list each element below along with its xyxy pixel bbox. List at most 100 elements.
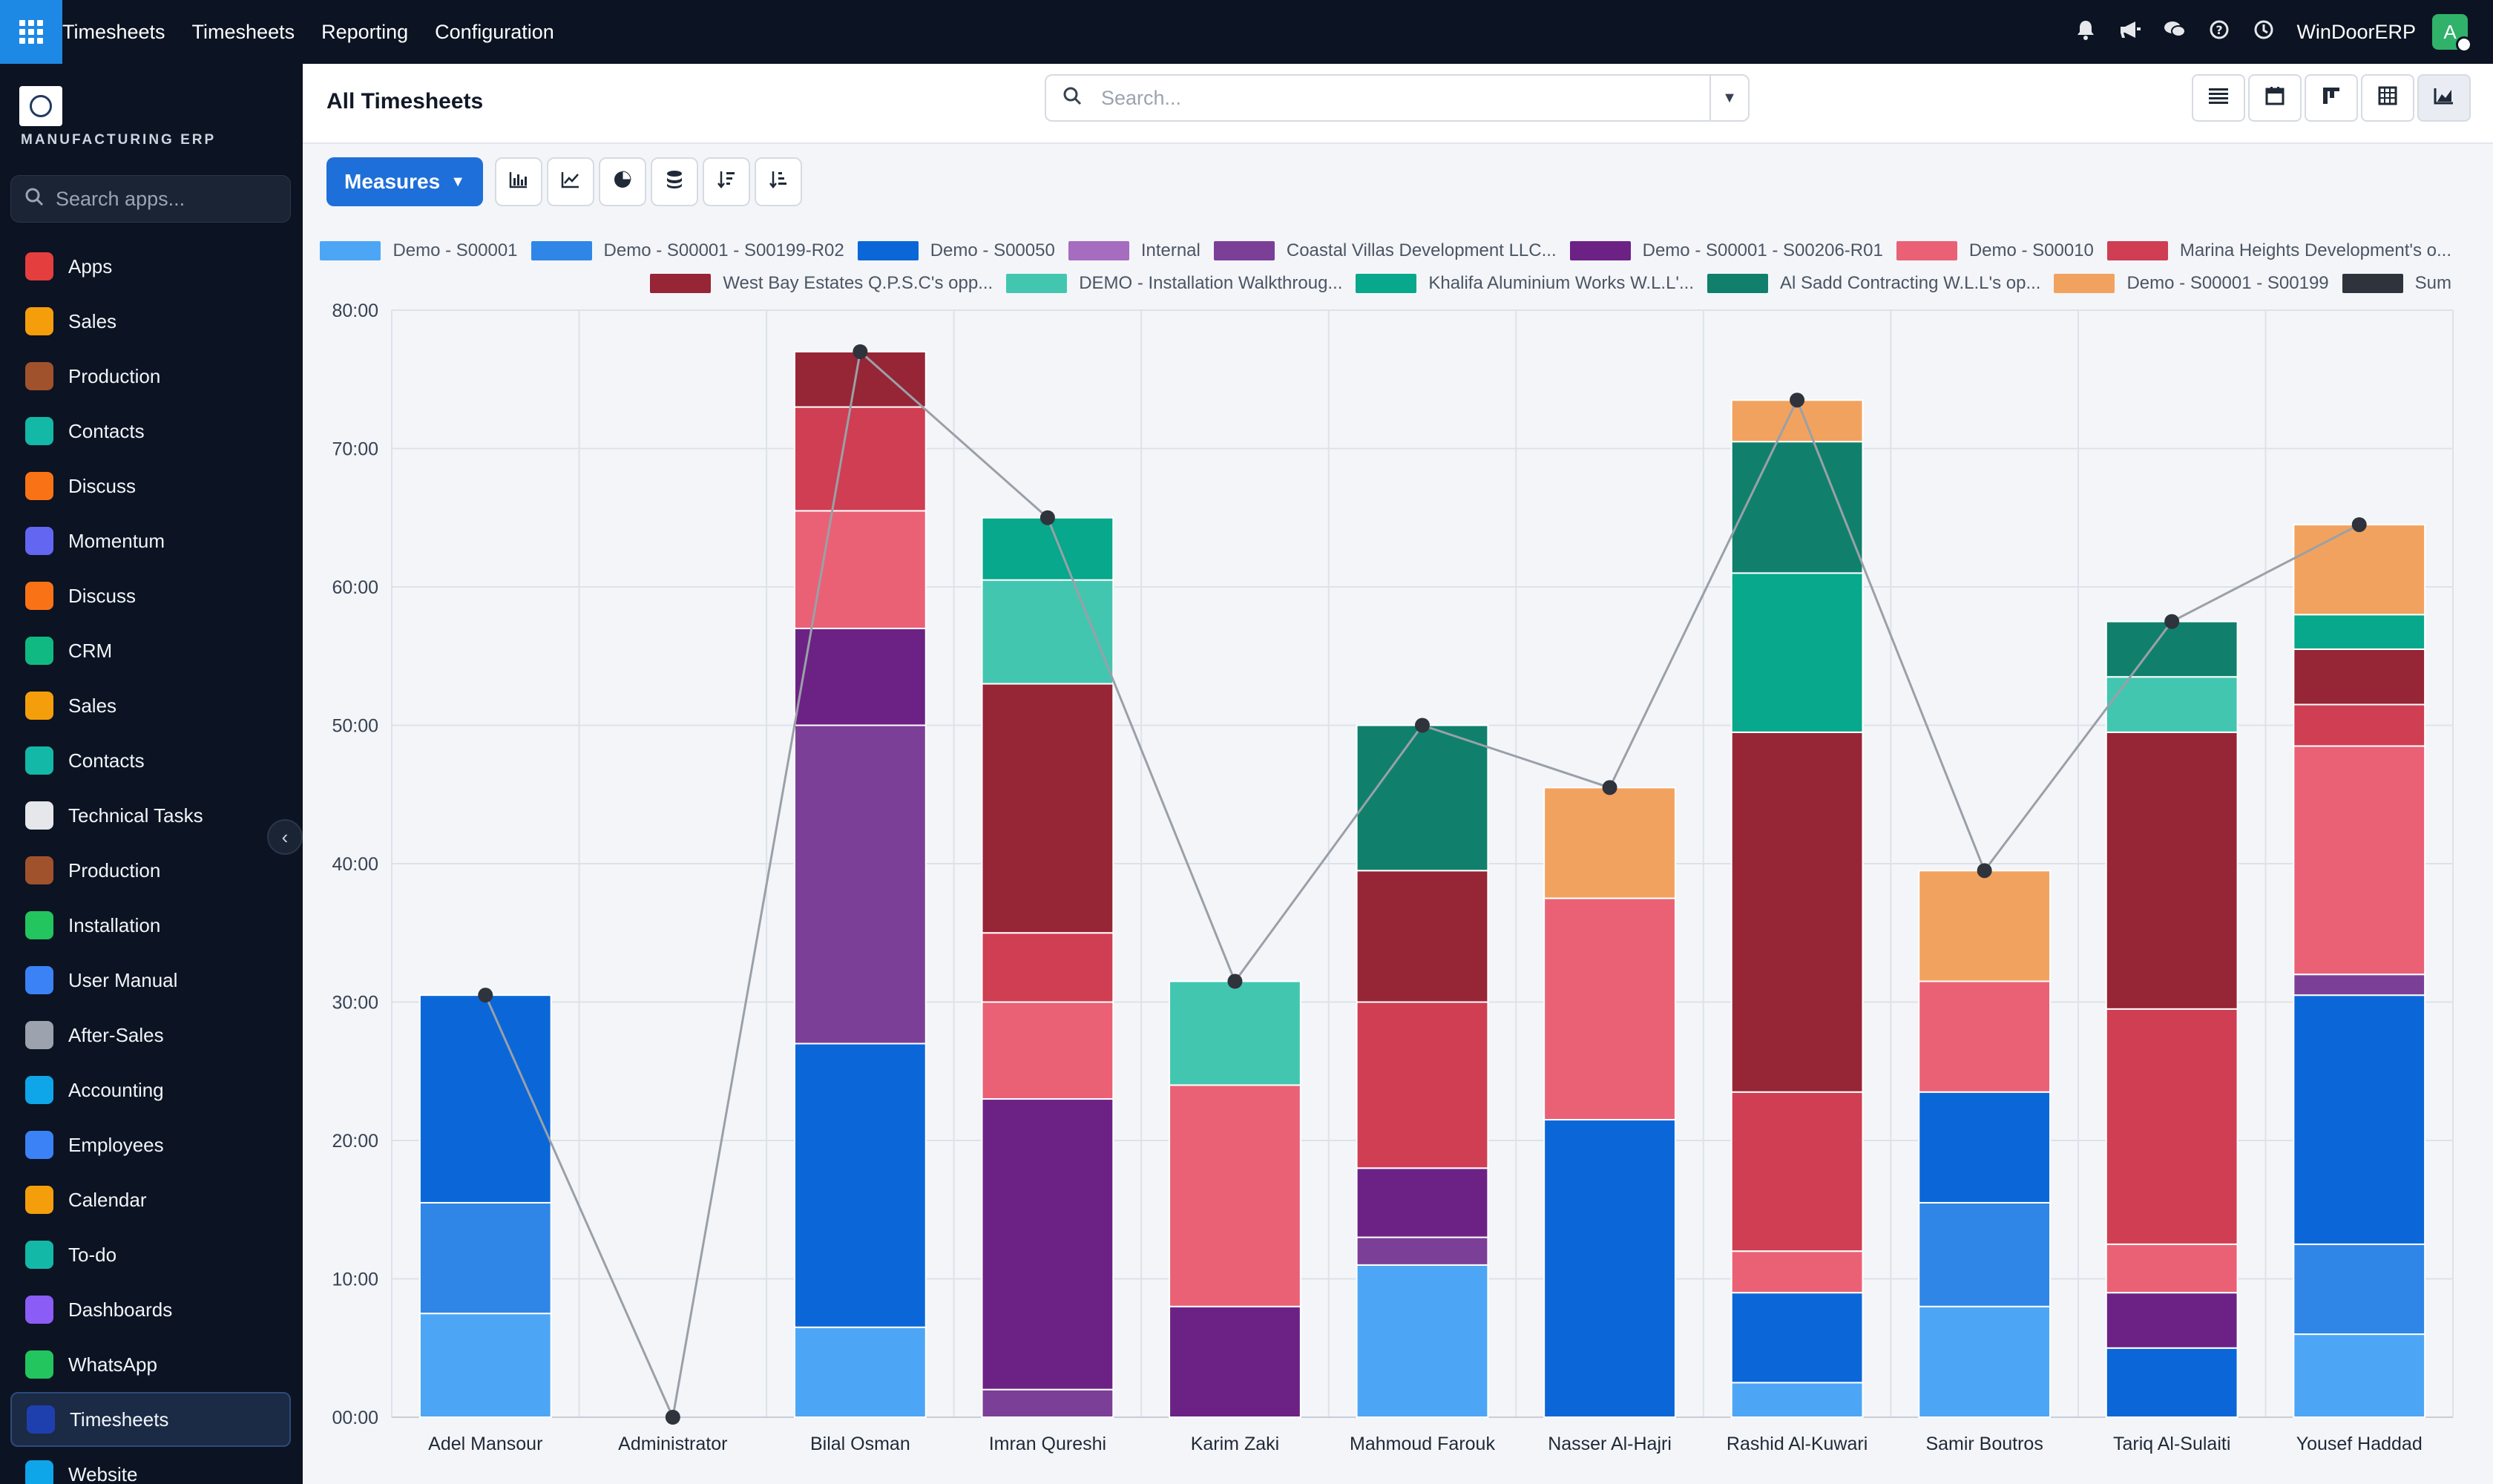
bar-segment[interactable] — [1730, 1292, 1864, 1384]
legend-item[interactable]: Marina Heights Development's o... — [2106, 240, 2451, 261]
sum-point[interactable] — [478, 988, 493, 1003]
search-bar[interactable]: Search... ▼ — [1045, 74, 1750, 122]
sidebar-item-technical-tasks[interactable]: Technical Tasks — [10, 788, 291, 843]
kanban-view-button[interactable] — [2305, 74, 2358, 122]
bar-segment[interactable] — [1543, 1119, 1676, 1419]
legend-item[interactable]: Al Sadd Contracting W.L.L's op... — [1707, 273, 2040, 294]
legend-item[interactable]: Demo - S00001 - S00206-R01 — [1569, 240, 1883, 261]
bar-segment[interactable] — [1918, 870, 2052, 982]
bar-segment[interactable] — [1169, 1084, 1301, 1307]
bar-segment[interactable] — [2105, 676, 2239, 733]
sidebar-item-whatsapp[interactable]: WhatsApp — [10, 1337, 291, 1392]
legend-item[interactable]: Khalifa Aluminium Works W.L.L'... — [1356, 273, 1694, 294]
bar-segment[interactable] — [1730, 1091, 1864, 1252]
legend-item[interactable]: Demo - S00010 — [1896, 240, 2094, 261]
bar-segment[interactable] — [1356, 1264, 1489, 1418]
sidebar-item-accounting[interactable]: Accounting — [10, 1063, 291, 1117]
bar-segment[interactable] — [793, 350, 927, 408]
bar-segment[interactable] — [1918, 1201, 2052, 1307]
legend-item[interactable]: Demo - S00001 — [320, 240, 518, 261]
bar-segment[interactable] — [981, 683, 1114, 934]
sidebar-item-contacts[interactable]: Contacts — [10, 404, 291, 459]
measures-button[interactable]: Measures ▼ — [326, 157, 483, 206]
avatar[interactable]: A — [2432, 14, 2472, 53]
bar-segment[interactable] — [2293, 703, 2426, 747]
bar-segment[interactable] — [793, 1043, 927, 1328]
bar-segment[interactable] — [793, 724, 927, 1045]
bar-segment[interactable] — [793, 1326, 927, 1419]
sidebar-item-contacts[interactable]: Contacts — [10, 733, 291, 788]
clock-icon[interactable] — [2252, 20, 2276, 45]
legend-item[interactable]: Demo - S00050 — [857, 240, 1055, 261]
bar-segment[interactable] — [981, 1098, 1114, 1391]
pie-chart-button[interactable] — [598, 157, 646, 206]
megaphone-icon[interactable] — [2118, 20, 2142, 45]
list-view-button[interactable] — [2192, 74, 2245, 122]
legend-item[interactable]: Coastal Villas Development LLC... — [1213, 240, 1557, 261]
bar-segment[interactable] — [793, 510, 927, 629]
bar-segment[interactable] — [418, 1313, 552, 1418]
bar-segment[interactable] — [2293, 974, 2426, 997]
sidebar-item-timesheets[interactable]: Timesheets — [10, 1392, 291, 1447]
sidebar-item-to-do[interactable]: To-do — [10, 1227, 291, 1282]
bar-segment[interactable] — [2293, 648, 2426, 706]
bar-segment[interactable] — [981, 932, 1114, 1003]
bar-segment[interactable] — [1356, 1167, 1489, 1238]
sidebar-item-discuss[interactable]: Discuss — [10, 568, 291, 623]
stacked-button[interactable] — [650, 157, 698, 206]
legend-item[interactable]: DEMO - Installation Walkthroug... — [1006, 273, 1342, 294]
bar-segment[interactable] — [1730, 572, 1864, 733]
bar-segment[interactable] — [981, 516, 1114, 581]
bar-segment[interactable] — [1730, 1382, 1864, 1418]
sort-ascending-button[interactable] — [754, 157, 802, 206]
sort-descending-button[interactable] — [702, 157, 750, 206]
bar-segment[interactable] — [793, 627, 927, 726]
search-input[interactable]: Search... — [1101, 86, 1182, 109]
sum-point[interactable] — [1602, 780, 1617, 795]
bar-segment[interactable] — [1730, 1250, 1864, 1294]
legend-item[interactable]: Demo - S00001 - S00199-R02 — [531, 240, 844, 261]
sum-point[interactable] — [853, 344, 868, 359]
help-icon[interactable]: ? — [2207, 20, 2231, 45]
bar-segment[interactable] — [981, 1001, 1114, 1100]
bar-segment[interactable] — [1356, 724, 1489, 872]
bar-segment[interactable] — [2293, 745, 2426, 976]
sidebar-item-website[interactable]: Website — [10, 1447, 291, 1484]
bar-segment[interactable] — [2293, 1243, 2426, 1336]
bar-segment[interactable] — [2105, 620, 2239, 678]
apps-menu-button[interactable] — [0, 0, 62, 64]
bar-segment[interactable] — [981, 1388, 1114, 1418]
sum-point[interactable] — [1415, 718, 1430, 733]
sum-point[interactable] — [2351, 517, 2367, 533]
bar-segment[interactable] — [1730, 731, 1864, 1093]
bar-segment[interactable] — [1169, 1305, 1301, 1419]
sidebar-item-momentum[interactable]: Momentum — [10, 513, 291, 568]
pivot-view-button[interactable] — [2361, 74, 2414, 122]
bar-segment[interactable] — [1169, 980, 1301, 1086]
bar-chart-button[interactable] — [494, 157, 542, 206]
legend-item[interactable]: Internal — [1068, 240, 1200, 261]
app-search-input[interactable]: Search apps... — [10, 175, 291, 223]
bar-segment[interactable] — [1918, 1305, 2052, 1419]
bar-segment[interactable] — [1918, 980, 2052, 1093]
sidebar-item-calendar[interactable]: Calendar — [10, 1172, 291, 1227]
bar-segment[interactable] — [2293, 1333, 2426, 1418]
bar-segment[interactable] — [2105, 1292, 2239, 1349]
menu-timesheets[interactable]: Timesheets — [191, 20, 295, 43]
sidebar-item-production[interactable]: Production — [10, 843, 291, 898]
sidebar-item-dashboards[interactable]: Dashboards — [10, 1282, 291, 1337]
sum-point[interactable] — [1977, 863, 1992, 879]
menu-configuration[interactable]: Configuration — [435, 20, 554, 43]
calendar-view-button[interactable] — [2248, 74, 2302, 122]
bar-segment[interactable] — [793, 406, 927, 512]
bar-segment[interactable] — [1730, 441, 1864, 574]
bar-segment[interactable] — [1356, 870, 1489, 1003]
menu-reporting[interactable]: Reporting — [321, 20, 409, 43]
sum-point[interactable] — [1790, 393, 1805, 408]
bar-segment[interactable] — [2293, 994, 2426, 1245]
bell-icon[interactable] — [2074, 19, 2098, 45]
sidebar-item-crm[interactable]: CRM — [10, 623, 291, 678]
sidebar-item-installation[interactable]: Installation — [10, 898, 291, 953]
bar-segment[interactable] — [2293, 614, 2426, 650]
legend-item[interactable]: West Bay Estates Q.P.S.C's opp... — [650, 273, 993, 294]
